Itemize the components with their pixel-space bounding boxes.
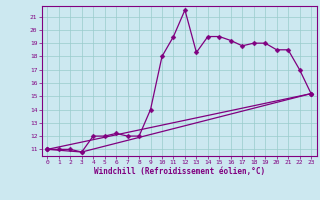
X-axis label: Windchill (Refroidissement éolien,°C): Windchill (Refroidissement éolien,°C) [94, 167, 265, 176]
